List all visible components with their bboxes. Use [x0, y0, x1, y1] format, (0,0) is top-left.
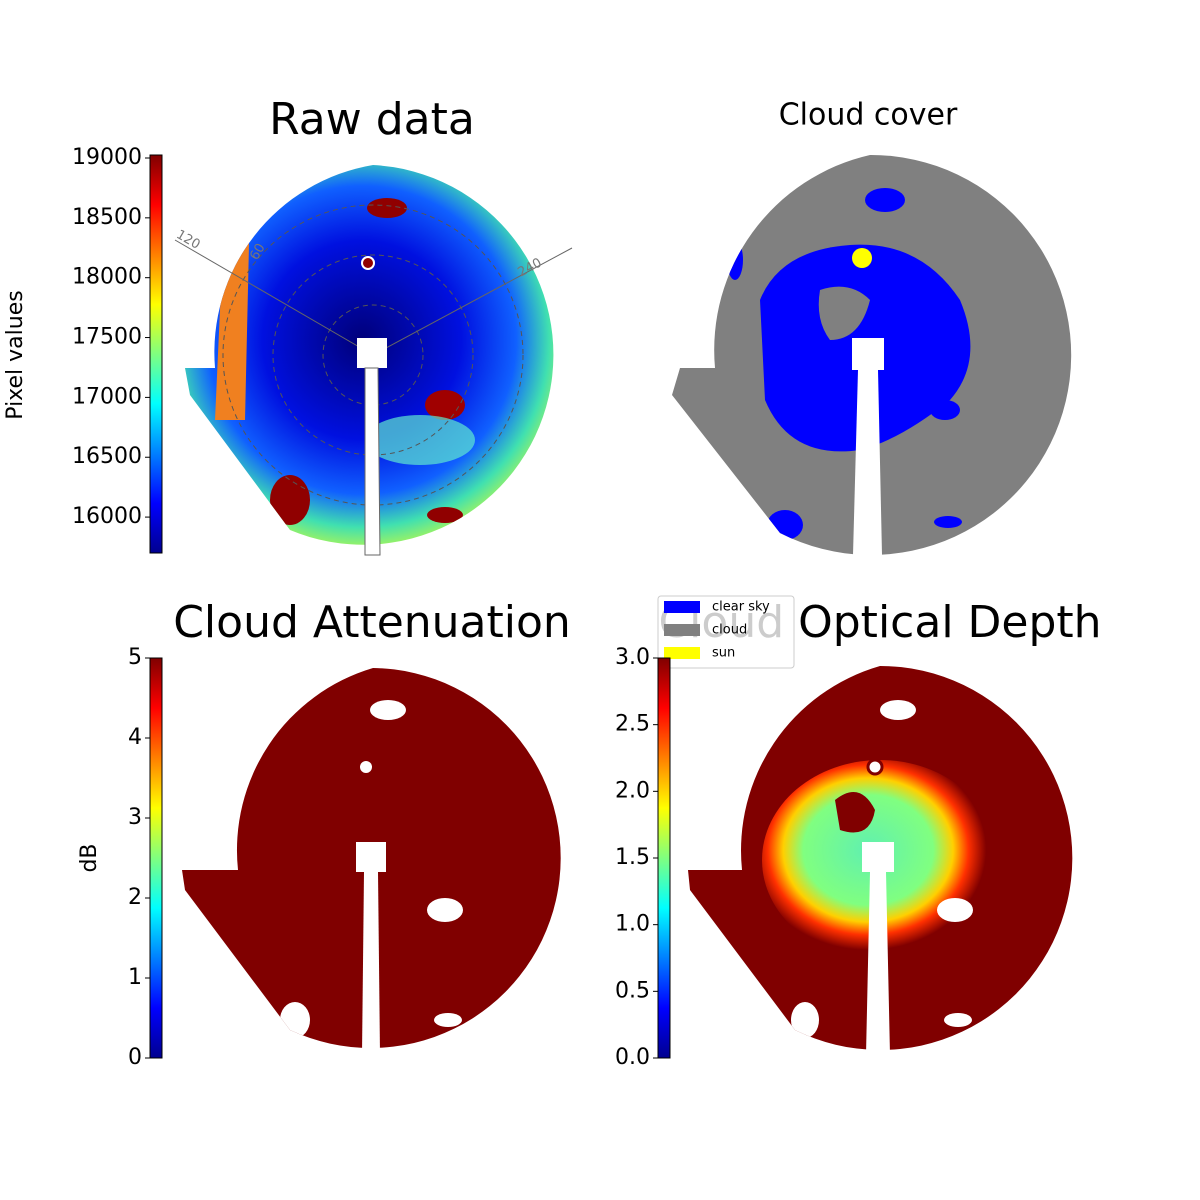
legend-label: clear sky: [712, 600, 770, 615]
tick-label: 17500: [72, 325, 142, 350]
legend: clear sky cloud sun: [657, 595, 795, 669]
legend-label: cloud: [712, 623, 747, 638]
colorbar-label: dB: [77, 843, 102, 872]
tick-label: 2: [128, 885, 142, 910]
legend-swatch: [664, 601, 700, 613]
colorbar: [657, 657, 671, 1059]
legend-label: sun: [712, 646, 735, 661]
tick-label: 0: [128, 1045, 142, 1070]
tick-label: 19000: [72, 145, 142, 170]
tick-label: 5: [128, 645, 142, 670]
tick-label: 18500: [72, 205, 142, 230]
tick-label: 2.0: [615, 778, 650, 803]
tick-label: 0.0: [615, 1045, 650, 1070]
tick-label: 3: [128, 805, 142, 830]
panel-title: Raw data: [269, 94, 475, 145]
tick-label: 18000: [72, 265, 142, 290]
tick-label: 16500: [72, 444, 142, 469]
tick-label: 1.0: [615, 912, 650, 937]
colorbar-label: Pixel values: [3, 290, 28, 419]
colorbar: [149, 154, 163, 554]
panel-title: Cloud cover: [779, 98, 958, 133]
tick-label: 2.5: [615, 712, 650, 737]
legend-swatch: [664, 647, 700, 659]
tick-label: 4: [128, 725, 142, 750]
tick-label: 16000: [72, 504, 142, 529]
legend-swatch: [664, 624, 700, 636]
tick-label: 3.0: [615, 645, 650, 670]
tick-label: 1.5: [615, 845, 650, 870]
polar-label: 60: [247, 241, 268, 263]
panel-title: Cloud Attenuation: [173, 597, 571, 648]
polar-label: 120: [173, 227, 202, 252]
tick-label: 0.5: [615, 978, 650, 1003]
colorbar: [149, 657, 163, 1059]
tick-label: 1: [128, 965, 142, 990]
tick-label: 17000: [72, 384, 142, 409]
